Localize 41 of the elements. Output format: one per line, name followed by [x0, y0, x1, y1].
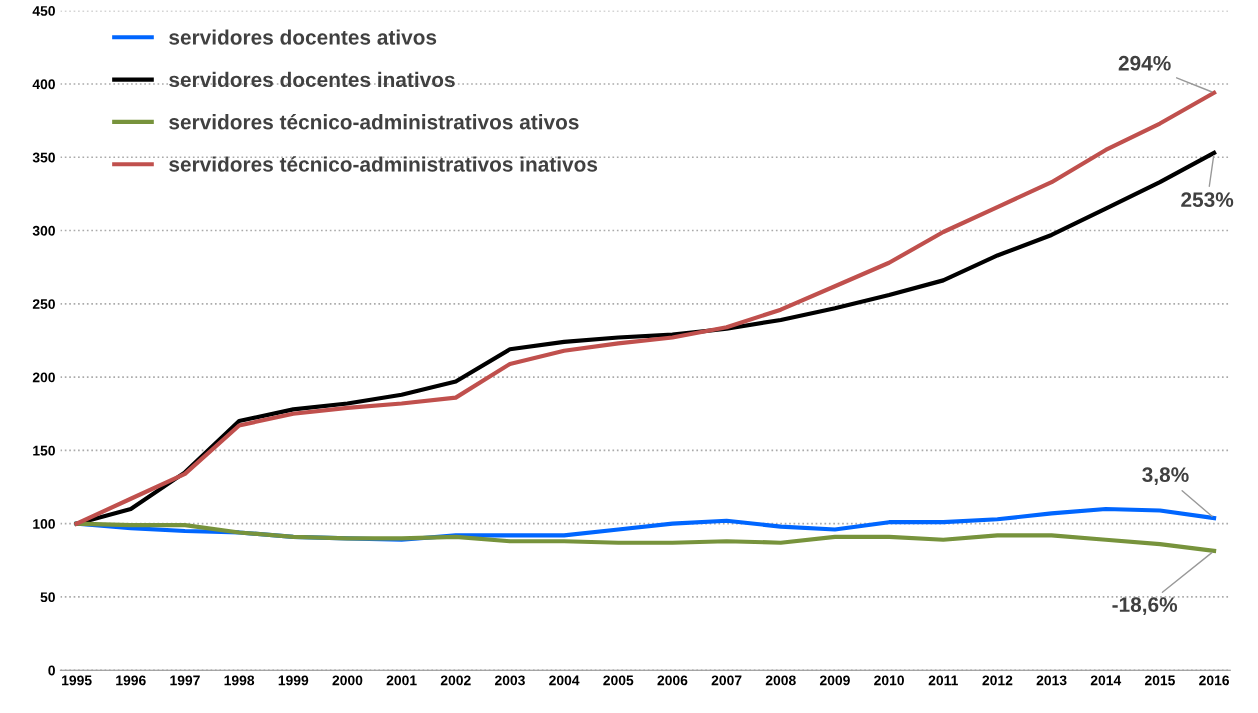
x-tick-label: 1997	[170, 675, 200, 686]
y-tick-label: 450	[32, 6, 55, 16]
x-tick-label: 2009	[819, 675, 850, 686]
annotation: 3,8%	[1142, 467, 1189, 486]
y-tick-label: 50	[40, 592, 55, 603]
y-tick-label: 300	[32, 225, 55, 236]
legend-label: servidores docentes inativos	[169, 71, 455, 88]
x-tick-label: 1998	[224, 675, 255, 686]
x-tick-label: 2000	[332, 675, 363, 686]
x-tick-label: 2013	[1036, 675, 1067, 686]
x-tick-label: 2007	[711, 675, 742, 686]
y-tick-label: 400	[32, 79, 55, 90]
x-tick-label: 2015	[1144, 675, 1175, 686]
x-tick-label: 2004	[549, 675, 580, 686]
x-tick-label: 2001	[386, 675, 417, 686]
y-tick-label: 250	[32, 299, 55, 309]
annotation: -18,6%	[1112, 597, 1178, 616]
x-tick-label: 2011	[928, 675, 958, 686]
y-tick-label: 0	[48, 665, 55, 676]
x-tick-label: 2014	[1090, 675, 1122, 686]
x-tick-label: 2010	[874, 675, 904, 686]
y-tick-label: 100	[33, 518, 55, 529]
x-tick-label: 2006	[657, 675, 688, 686]
legend-label: servidores técnico-administrativos ativos	[169, 113, 579, 130]
x-tick-label: 1996	[116, 675, 146, 686]
x-tick-label: 1999	[278, 675, 309, 686]
y-tick-label: 350	[32, 152, 55, 163]
x-tick-label: 2008	[765, 675, 796, 686]
x-tick-label: 2005	[603, 675, 634, 686]
x-tick-label: 1995	[62, 675, 92, 686]
x-tick-label: 2016	[1199, 675, 1230, 686]
line-series	[74, 521, 1217, 554]
annotation: 294%	[1118, 55, 1171, 71]
legend-label: servidores docentes ativos	[169, 29, 437, 45]
x-tick-label: 2012	[982, 675, 1013, 686]
annotation: 253%	[1181, 192, 1234, 208]
y-tick-label: 200	[32, 372, 55, 383]
x-tick-label: 2002	[440, 675, 471, 686]
legend-label: servidores técnico-administrativos inativos	[169, 156, 598, 172]
y-tick-label: 150	[33, 445, 55, 456]
x-tick-label: 2003	[494, 675, 525, 686]
